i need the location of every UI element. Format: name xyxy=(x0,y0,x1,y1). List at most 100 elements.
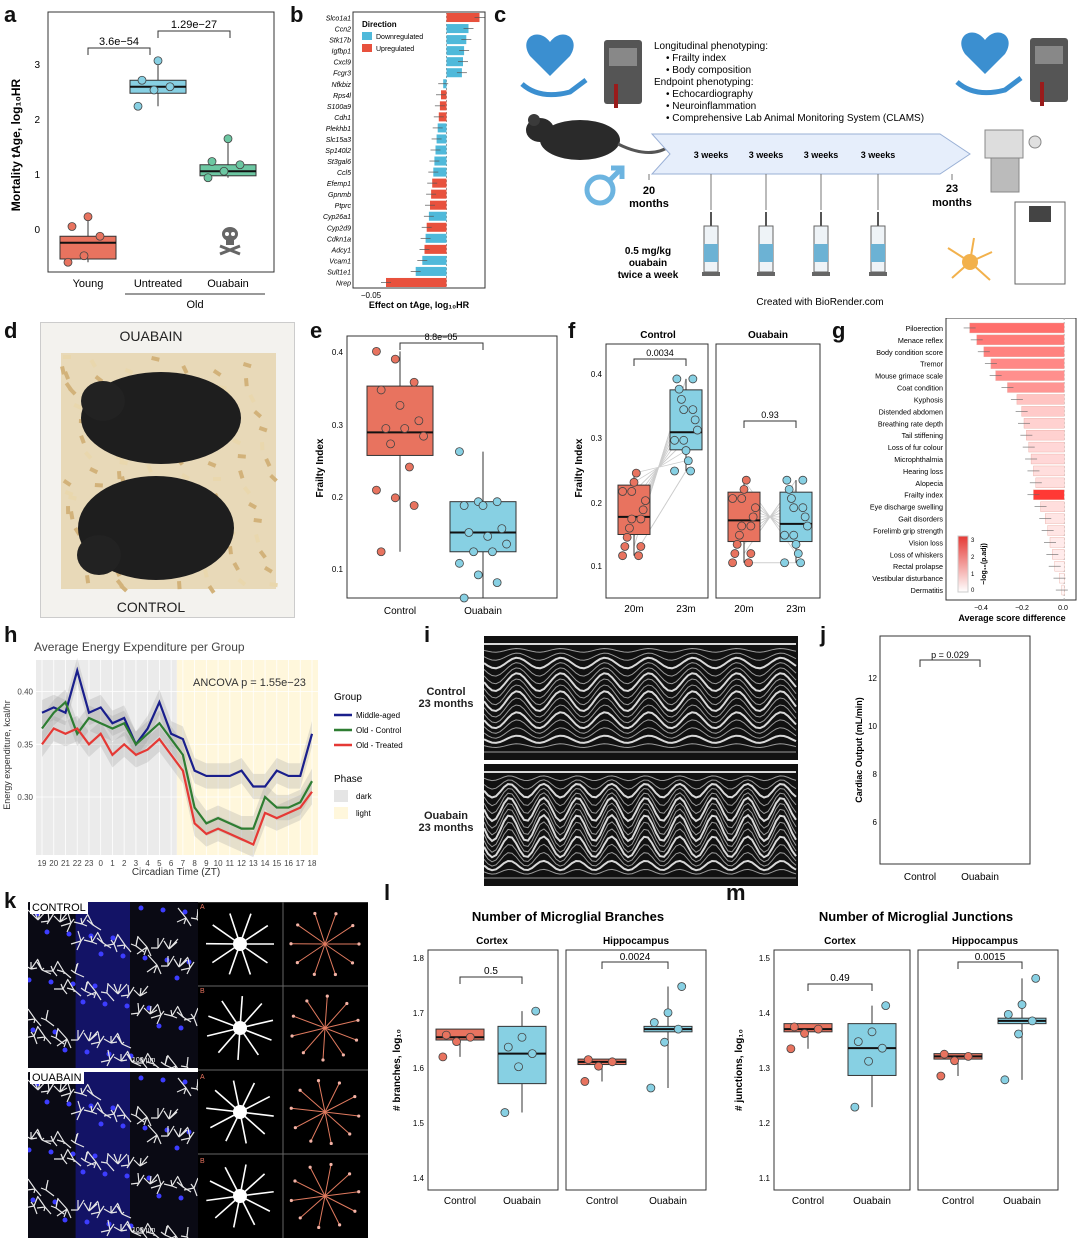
syringe-liquid-0 xyxy=(704,244,718,262)
f-box-0-0-point-9 xyxy=(625,523,634,533)
k2-cell-34 xyxy=(86,1151,102,1171)
e-bracket xyxy=(399,342,484,350)
k2-cell-33 xyxy=(40,1080,55,1095)
pellet-111 xyxy=(64,490,74,497)
m-ytick-3: 1.4 xyxy=(759,1009,771,1018)
k1-cell-6 xyxy=(133,985,149,997)
panel-b-plot: Slco1a1 Ccn2 Stk17b Igfbp1 Cxcl9 Fcgr3 Nfkbiz R… xyxy=(323,12,485,288)
f-box-0-1-point-1 xyxy=(679,435,689,445)
kd-tip-2-3 xyxy=(298,1088,302,1092)
k2-cell-24 xyxy=(130,1105,145,1123)
e-box-0-point-6 xyxy=(381,424,391,433)
k-sub-a-1: A xyxy=(200,904,205,911)
f-ytick-3: 0.4 xyxy=(591,370,603,379)
k1-cell-41 xyxy=(80,980,95,996)
k1-nucleus-31 xyxy=(142,955,148,961)
e-box-0-point-0 xyxy=(372,347,381,356)
f-pair-line-0-10 xyxy=(633,470,687,556)
f-box-0-0-point-13 xyxy=(636,542,646,551)
g-label-8: Breathing rate depth xyxy=(878,419,943,428)
pellet-115 xyxy=(64,382,73,391)
k1-nucleus-5 xyxy=(110,935,116,941)
echo1-band-10 xyxy=(484,697,797,718)
c-line-5: • Neuroinflammation xyxy=(666,101,756,112)
k1-cell-13 xyxy=(120,984,135,999)
m-plot-box-0-1-point-4 xyxy=(867,1027,877,1037)
kd-skeleton-1-1 xyxy=(322,1027,326,1060)
f-box-0-1-point-3 xyxy=(672,374,682,384)
e-box-1-point-5 xyxy=(497,524,507,534)
f-box-0-1-point-12 xyxy=(679,405,689,415)
b-gene-Slc15a3: Slc15a3 xyxy=(326,137,351,144)
echo1-band-8 xyxy=(484,684,797,706)
pellet-20 xyxy=(69,511,75,520)
l-plot-box-1-0-point-1 xyxy=(594,1061,603,1071)
f-pair-line-0-7 xyxy=(633,460,687,474)
l-plot-box-1-1-point-5 xyxy=(677,982,687,991)
h-xtick-14: 9 xyxy=(204,859,209,868)
f-box-1-1-point-7 xyxy=(793,549,803,558)
h-line-1 xyxy=(41,700,313,830)
l-facet-0: Cortex xyxy=(476,936,508,947)
k1-cell-9 xyxy=(103,1032,119,1044)
k2-cell-47 xyxy=(190,1078,198,1092)
k1-nucleus-21 xyxy=(182,909,188,915)
k1-nucleus-41 xyxy=(102,1001,108,1007)
f-pval-1: 0.93 xyxy=(761,410,779,420)
kd-skeleton-2-6 xyxy=(324,1096,356,1113)
echo1-band-1 xyxy=(484,647,797,653)
m-pval-0: 0.49 xyxy=(830,973,850,984)
kd-skeleton-3-0 xyxy=(291,1195,326,1202)
male-symbol-icon xyxy=(584,165,625,206)
kd-tip-3-9 xyxy=(298,1216,302,1220)
h-legend-0: Middle-aged xyxy=(356,711,400,720)
k1-nucleus-39 xyxy=(178,1025,184,1031)
k1-cell-24 xyxy=(130,935,145,953)
k2-cell-19 xyxy=(60,1082,75,1103)
k1-cell-7 xyxy=(180,1056,189,1068)
panel-g-frame xyxy=(945,318,1077,601)
f-box-1-1-point-13 xyxy=(798,475,808,485)
kd-skeleton-2-5 xyxy=(324,1082,340,1113)
k1-cell-3 xyxy=(163,938,179,950)
b-bar-Cyp26a1 xyxy=(428,211,447,221)
l-plot-box-1-0-point-2 xyxy=(607,1057,617,1067)
kd-skeleton-1-2 xyxy=(303,1027,326,1054)
kd-skeleton-3-7 xyxy=(324,1195,341,1226)
panel-m-plot xyxy=(783,973,1047,1112)
k1-cell-29 xyxy=(28,958,39,970)
l-plot-box-1-1-point-2 xyxy=(673,1024,683,1034)
h-xtick-8: 3 xyxy=(134,859,139,868)
f-box-0-1-point-13 xyxy=(688,374,698,384)
panel-e-plot xyxy=(366,347,517,603)
k2-cell-40 xyxy=(28,1079,48,1091)
k1-nucleus-29 xyxy=(48,979,54,985)
kd-tip-2-2 xyxy=(289,1106,293,1110)
pellet-40 xyxy=(79,435,86,444)
g-bar-8 xyxy=(1023,418,1065,429)
k1-cell-22 xyxy=(36,959,52,975)
a-box-2-point-1 xyxy=(219,166,229,176)
k-sub-b-1: B xyxy=(200,988,205,995)
f-bracket-1 xyxy=(743,420,797,428)
pellet-52 xyxy=(85,575,91,584)
pellet-51 xyxy=(242,486,252,495)
panel-letter-m: m xyxy=(726,880,746,905)
h-light-bg xyxy=(176,660,318,855)
kd-tip-2-4 xyxy=(316,1078,321,1083)
e-box-0-point-11 xyxy=(372,485,381,495)
k1-cell-23 xyxy=(83,1030,99,1042)
e-ylabel: Frailty Index xyxy=(315,438,326,497)
k1-cell-8 xyxy=(56,961,72,979)
g-label-22: Dermatitis xyxy=(911,586,944,595)
c-line-3: Endpoint phenotyping: xyxy=(654,77,754,88)
k2-cell-1 xyxy=(70,1132,85,1148)
kd-tip-2-9 xyxy=(329,1141,333,1146)
f-box-1-0-point-7 xyxy=(741,475,751,485)
m-xtick-2: Control xyxy=(942,1196,974,1207)
k-ouabain-label: OUABAIN xyxy=(30,1072,84,1084)
panel-a-ylabel: Mortality tAge, log₁₀HR xyxy=(9,78,23,211)
l-facet-1: Hippocampus xyxy=(603,936,670,947)
k2-cell-53 xyxy=(130,1172,145,1187)
c-week-2: 3 weeks xyxy=(749,150,784,160)
